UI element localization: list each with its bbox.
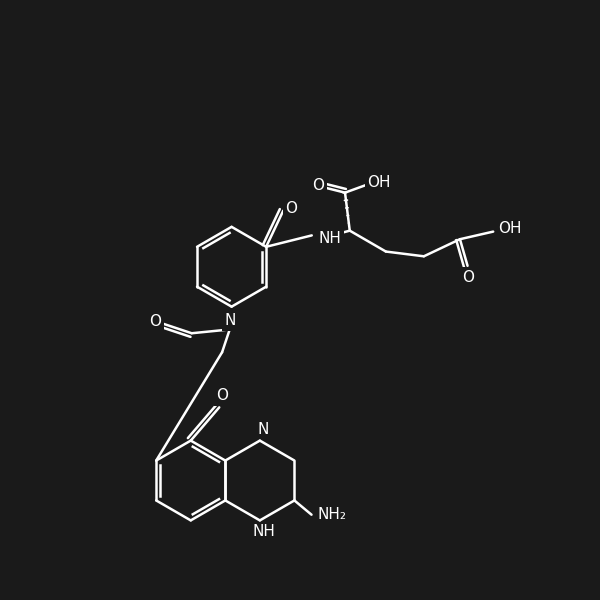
Text: O: O <box>313 178 325 193</box>
Text: N: N <box>224 313 235 328</box>
Text: O: O <box>216 388 228 403</box>
Text: NH: NH <box>252 524 275 539</box>
Text: OH: OH <box>367 175 391 190</box>
Text: OH: OH <box>499 221 522 236</box>
Text: NH: NH <box>319 231 341 246</box>
Text: O: O <box>149 314 161 329</box>
Text: NH₂: NH₂ <box>318 507 347 522</box>
Text: O: O <box>285 202 297 216</box>
Text: N: N <box>258 422 269 437</box>
Text: O: O <box>463 270 475 285</box>
